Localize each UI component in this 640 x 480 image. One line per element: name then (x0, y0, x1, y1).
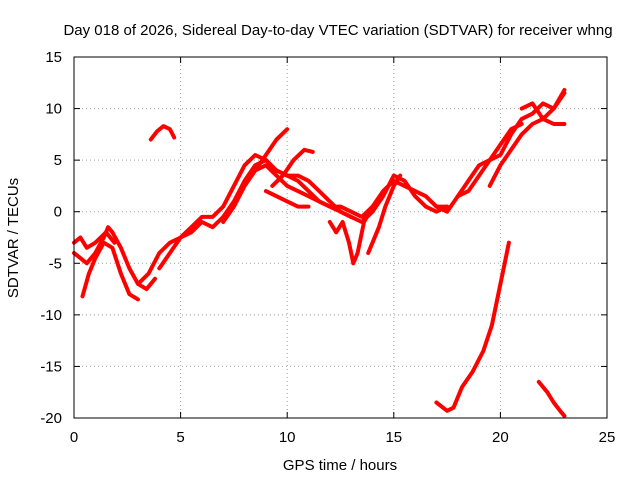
series-arc-8 (253, 127, 290, 173)
series-arc-12 (366, 173, 403, 255)
series-arc-9 (263, 189, 311, 209)
y-tick-label: 10 (45, 101, 62, 118)
x-tick-label: 10 (279, 429, 296, 446)
y-tick-label: -5 (49, 255, 62, 272)
x-tick-label: 15 (385, 429, 402, 446)
series-arc-7 (148, 124, 177, 142)
x-tick-label: 20 (492, 429, 509, 446)
series-arc-15 (455, 122, 524, 199)
series-arc-5 (157, 158, 450, 271)
plot-frame (73, 56, 608, 419)
series-arc-2 (72, 230, 117, 250)
x-tick-label: 25 (599, 429, 616, 446)
y-tick-label: -10 (40, 307, 62, 324)
series-arc-11 (327, 199, 381, 266)
x-axis-label: GPS time / hours (283, 457, 397, 474)
series-arc-18 (536, 379, 567, 418)
y-axis-label: SDTVAR / TECUs (5, 178, 22, 298)
series-arc-16 (519, 101, 567, 126)
y-tick-label: 5 (54, 152, 62, 169)
chart-grid (74, 57, 607, 418)
x-tick-label: 0 (70, 429, 78, 446)
y-tick-label: 0 (54, 204, 62, 221)
series-arc-17 (434, 240, 511, 413)
y-tick-label: 15 (45, 49, 62, 66)
axis-ticks: 0 5 10 15 20 25 -20 -15 -10 -5 0 5 10 15 (40, 49, 615, 446)
chart-series-group (72, 88, 567, 418)
series-arc-10 (270, 147, 315, 188)
series-arc-6 (221, 163, 354, 224)
chart-title: Day 018 of 2026, Sidereal Day-to-day VTE… (63, 22, 612, 39)
series-arc-3 (80, 240, 140, 302)
y-tick-label: -15 (40, 358, 62, 375)
series-arc-14 (487, 88, 567, 188)
y-tick-label: -20 (40, 410, 62, 427)
x-tick-label: 5 (176, 429, 184, 446)
